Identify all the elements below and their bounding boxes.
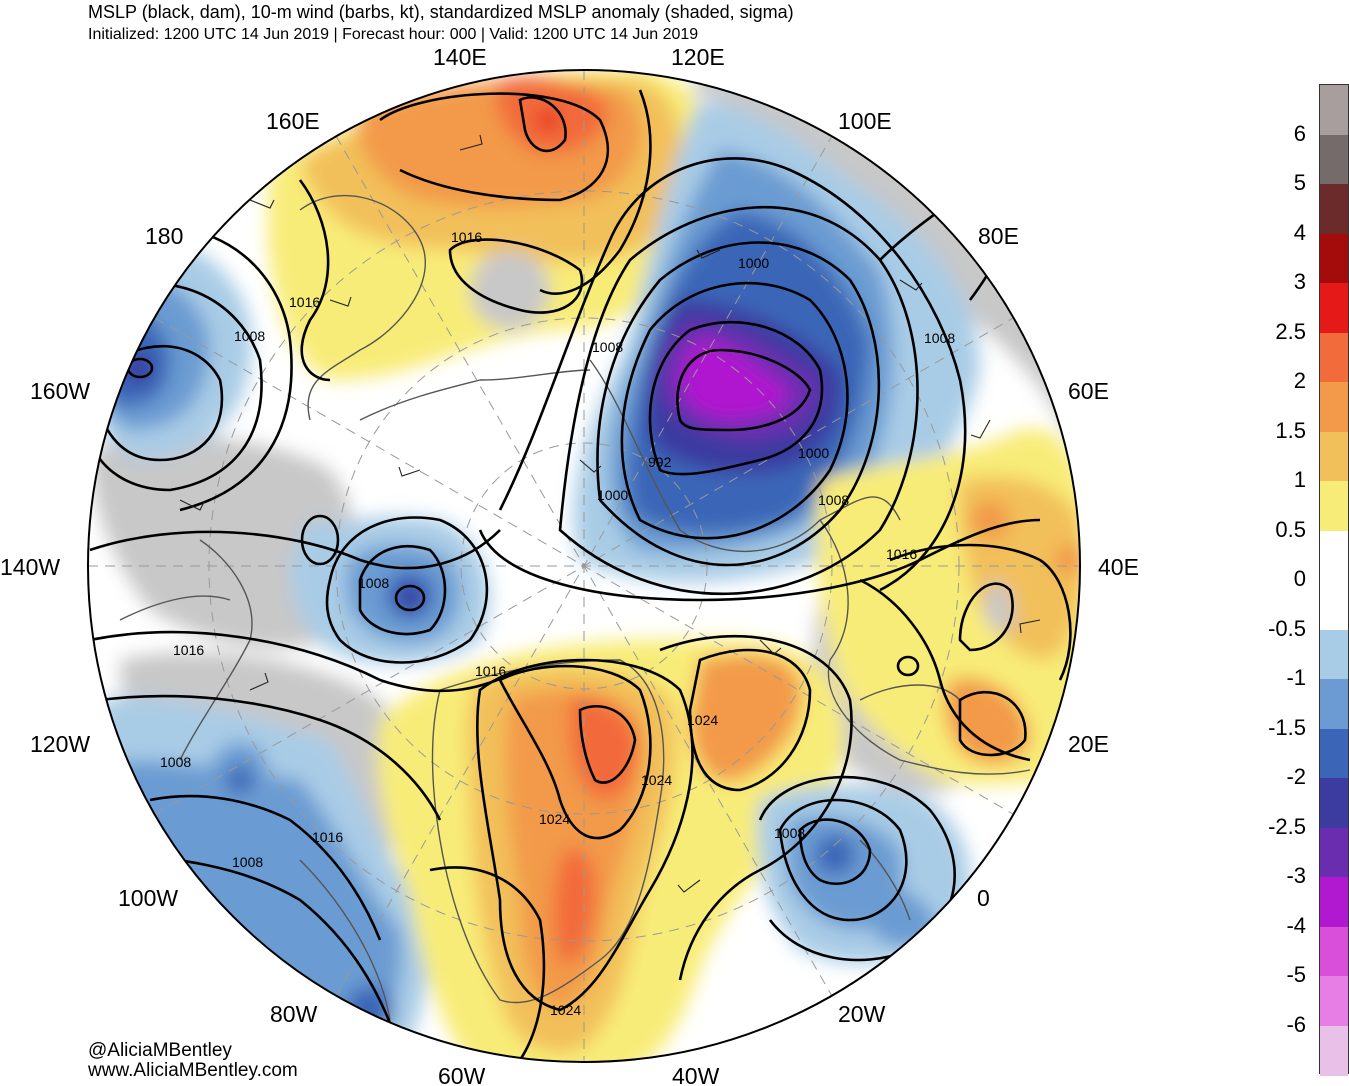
lon-label-60e: 60E xyxy=(1068,378,1109,404)
colorbar-swatch xyxy=(1320,481,1348,531)
colorbar-swatch xyxy=(1320,976,1348,1026)
colorbar-swatch xyxy=(1320,926,1348,977)
isobar-label: 1008 xyxy=(160,754,191,770)
colorbar-tick-label: 0.5 xyxy=(1275,516,1306,542)
colorbar-tick-label: 2.5 xyxy=(1275,318,1306,344)
map-disk: 1016 1000 1016 1008 1008 992 1000 1000 1… xyxy=(88,70,1080,1062)
colorbar-tick-label: -3 xyxy=(1286,863,1306,888)
colorbar-tick-label: 6 xyxy=(1293,120,1306,146)
colorbar-swatch xyxy=(1320,233,1348,284)
lon-label-0: 0 xyxy=(977,885,990,911)
isobar-label: 1008 xyxy=(818,492,849,508)
colorbar-tick-label: -0.5 xyxy=(1268,615,1306,641)
wind-barbs xyxy=(179,134,1041,981)
isobar-label: 992 xyxy=(648,454,672,470)
isobar-label: 1008 xyxy=(592,339,623,355)
isobar-label: 1016 xyxy=(173,642,204,658)
isobar-label: 1000 xyxy=(597,487,628,503)
isobar-labels: 1016 1000 1016 1008 1008 992 1000 1000 1… xyxy=(160,229,955,1018)
colorbar-tick-label: -6 xyxy=(1286,1011,1306,1037)
lon-label-120e: 120E xyxy=(671,44,725,70)
lon-label-60w: 60W xyxy=(438,1063,486,1086)
isobar-label: 1024 xyxy=(550,1002,581,1018)
colorbar-swatch xyxy=(1320,1025,1348,1076)
credit-website: www.AliciaMBentley.com xyxy=(88,1060,298,1081)
colorbar-tick-label: -1.5 xyxy=(1268,714,1306,740)
colorbar-swatch xyxy=(1320,530,1348,581)
lon-label-120w: 120W xyxy=(30,731,90,757)
lon-label-160w: 160W xyxy=(30,378,90,404)
colorbar xyxy=(1319,84,1349,1076)
lon-label-140e: 140E xyxy=(433,44,487,70)
isobar-label: 1008 xyxy=(232,854,263,870)
colorbar-swatch xyxy=(1320,382,1348,432)
credit-handle: @AliciaMBentley xyxy=(88,1040,232,1061)
lon-label-160e: 160E xyxy=(266,108,320,134)
colorbar-swatch xyxy=(1320,184,1348,234)
colorbar-tick-label: -2.5 xyxy=(1268,813,1306,839)
lon-label-20e: 20E xyxy=(1068,731,1109,757)
map-boundary xyxy=(87,69,1081,1063)
colorbar-tick-label: 1.5 xyxy=(1275,417,1306,443)
isobar-label: 1016 xyxy=(886,546,917,562)
coastlines xyxy=(119,194,1031,1021)
colorbar-tick-label: -4 xyxy=(1286,912,1306,938)
isobar-label: 1008 xyxy=(774,825,805,841)
isobar-label: 1008 xyxy=(924,330,955,346)
colorbar-swatch xyxy=(1320,332,1348,383)
lon-label-40e: 40E xyxy=(1098,554,1139,580)
colorbar-swatch xyxy=(1320,877,1348,927)
colorbar-swatch xyxy=(1320,431,1348,482)
colorbar-swatch xyxy=(1320,580,1348,630)
isobar-label: 1000 xyxy=(798,445,829,461)
colorbar-tick-label: 5 xyxy=(1293,170,1306,195)
isobars xyxy=(88,89,1072,1061)
colorbar-swatch xyxy=(1320,778,1348,828)
colorbar-tick-label: 1 xyxy=(1293,467,1306,492)
map-subtitle: Initialized: 1200 UTC 14 Jun 2019 | Fore… xyxy=(88,26,699,43)
colorbar-swatch xyxy=(1320,283,1348,333)
lon-label-100w: 100W xyxy=(118,885,178,911)
isobar-label: 1024 xyxy=(687,712,718,728)
colorbar-swatch xyxy=(1320,134,1348,185)
lon-label-180: 180 xyxy=(145,223,183,249)
lon-label-20w: 20W xyxy=(838,1001,886,1027)
colorbar-tick-label: 4 xyxy=(1293,219,1306,245)
map-title: MSLP (black, dam), 10-m wind (barbs, kt)… xyxy=(88,2,794,22)
colorbar-swatch xyxy=(1320,629,1348,680)
lon-label-140w: 140W xyxy=(0,554,60,580)
lon-label-100e: 100E xyxy=(838,108,892,134)
colorbar-tick-label: 0 xyxy=(1293,566,1306,591)
colorbar-tick-label: 3 xyxy=(1293,269,1306,294)
isobar-label: 1008 xyxy=(358,575,389,591)
colorbar-tick-label: -2 xyxy=(1286,764,1306,789)
colorbar-tick-label: -5 xyxy=(1286,962,1306,987)
colorbar-swatch xyxy=(1320,679,1348,729)
isobar-label: 1016 xyxy=(312,829,343,845)
colorbar-swatch xyxy=(1320,728,1348,779)
isobar-label: 1000 xyxy=(738,255,769,271)
isobar-label: 1024 xyxy=(539,811,570,827)
colorbar-swatch xyxy=(1320,85,1348,135)
longitude-labels: 140E 120E 160E 100E 180 80E 160W 60E 140… xyxy=(0,44,1139,1086)
isobar-label: 1016 xyxy=(475,663,506,679)
colorbar-tick-label: 2 xyxy=(1293,368,1306,393)
colorbar-swatch xyxy=(1320,827,1348,878)
lon-label-40w: 40W xyxy=(672,1063,720,1086)
isobar-label: 1008 xyxy=(234,328,265,344)
isobar-label: 1016 xyxy=(451,229,482,245)
lon-label-80e: 80E xyxy=(978,223,1019,249)
isobar-label: 1024 xyxy=(641,772,672,788)
colorbar-tick-label: -1 xyxy=(1286,665,1306,690)
lon-label-80w: 80W xyxy=(270,1001,318,1027)
isobar-label: 1016 xyxy=(289,294,320,310)
